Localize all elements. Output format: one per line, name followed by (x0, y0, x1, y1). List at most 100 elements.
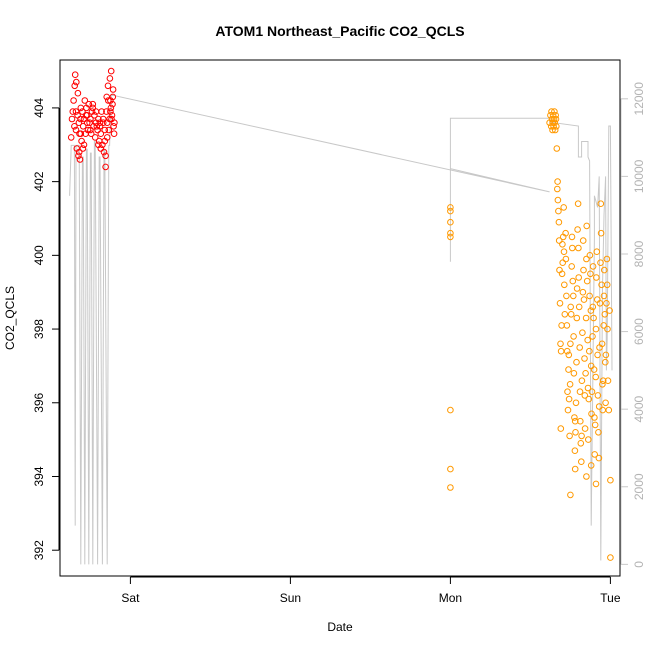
data-point-series-2 (599, 377, 607, 385)
data-point-series-2 (595, 429, 602, 436)
data-point-series-2 (552, 115, 560, 123)
data-point-series-1 (107, 108, 114, 115)
data-point-series-1 (85, 100, 93, 108)
data-point-series-2 (603, 300, 610, 307)
data-point-series-2 (597, 259, 604, 267)
data-point-series-2 (580, 296, 588, 303)
data-point-series-2 (586, 292, 593, 300)
data-point-series-2 (575, 244, 582, 252)
data-point-series-2 (596, 300, 604, 307)
data-point-series-2 (580, 266, 587, 274)
data-point-series-2 (599, 381, 606, 388)
data-point-series-2 (585, 395, 593, 403)
y-axis-right: 0 2000 4000 6000 8000 10000 12000 (620, 82, 646, 568)
y-tick-label: 400 (32, 245, 46, 265)
data-point-series-2 (594, 351, 601, 359)
data-point-series-2 (587, 307, 595, 314)
data-point-series-2 (554, 185, 561, 193)
data-point-series-1 (80, 141, 88, 149)
data-point-series-2 (602, 399, 609, 407)
data-point-series-2 (587, 462, 595, 469)
data-point-series-1 (91, 112, 98, 119)
data-point-series-1 (99, 119, 107, 126)
data-point-series-1 (84, 126, 92, 134)
data-point-series-1 (79, 123, 87, 130)
data-point-series-2 (589, 263, 597, 270)
data-point-series-2 (559, 241, 566, 248)
data-point-series-1 (99, 115, 107, 123)
data-point-series-2 (604, 377, 612, 385)
y2-tick-label: 4000 (632, 396, 646, 423)
data-point-series-1 (107, 104, 115, 112)
data-point-series-2 (564, 406, 572, 414)
data-point-series-2 (575, 303, 583, 311)
data-point-series-1 (81, 97, 89, 104)
data-point-series-2 (567, 303, 575, 311)
data-point-series-1 (77, 130, 85, 137)
data-point-series-2 (588, 410, 595, 418)
data-point-series-2 (578, 458, 585, 466)
data-point-series-2 (589, 303, 597, 311)
data-point-series-1 (68, 115, 76, 123)
data-point-series-2 (576, 344, 584, 351)
data-point-series-2 (567, 340, 574, 348)
data-point-series-1 (92, 108, 100, 115)
data-point-series-2 (550, 123, 557, 130)
data-point-series-2 (579, 237, 587, 244)
data-point-series-1 (79, 145, 87, 152)
data-point-series-2 (583, 473, 590, 480)
data-point-series-1 (69, 108, 77, 115)
data-point-series-2 (605, 406, 613, 414)
data-point-series-1 (71, 82, 78, 90)
data-point-series-2 (575, 274, 583, 281)
data-point-series-2 (557, 425, 565, 432)
data-point-series-2 (563, 292, 570, 300)
data-point-series-1 (86, 119, 93, 126)
data-point-series-2 (565, 351, 573, 359)
data-point-series-2 (607, 554, 614, 561)
y-tick-label: 396 (32, 392, 46, 412)
data-point-series-2 (571, 417, 579, 425)
y-tick-label: 398 (32, 319, 46, 339)
data-point-series-2 (576, 388, 584, 396)
data-point-series-2 (591, 414, 598, 421)
data-point-series-2 (598, 340, 606, 348)
data-point-series-2 (447, 465, 454, 473)
x-tick-label: Tue (600, 591, 621, 605)
data-point-series-1 (108, 112, 116, 119)
data-point-series-2 (595, 403, 603, 410)
altitude-line (69, 94, 613, 565)
data-point-series-1 (97, 130, 105, 137)
data-point-series-1 (101, 126, 109, 134)
data-point-series-2 (564, 388, 571, 396)
data-point-series-2 (578, 377, 586, 385)
data-point-series-2 (579, 288, 587, 296)
data-point-series-1 (67, 134, 75, 141)
data-point-series-1 (83, 119, 91, 126)
data-point-series-2 (603, 281, 611, 289)
data-point-series-2 (567, 491, 574, 499)
data-point-series-2 (553, 145, 561, 152)
data-point-series-1 (75, 152, 82, 160)
data-point-series-2 (566, 432, 573, 440)
data-point-series-2 (561, 311, 569, 318)
y-axis-left: 392 394 396 398 400 402 404 (32, 98, 60, 560)
data-point-series-2 (553, 123, 560, 130)
data-point-series-1 (91, 134, 99, 141)
data-point-series-2 (594, 392, 602, 399)
data-point-series-1 (97, 145, 105, 152)
data-point-series-2 (571, 414, 578, 421)
y2-tick-label: 2000 (632, 473, 646, 500)
data-point-series-2 (551, 126, 559, 134)
data-point-series-1 (74, 89, 82, 97)
y-tick-label: 392 (32, 540, 46, 560)
data-point-series-2 (566, 381, 574, 388)
data-point-series-2 (554, 196, 562, 204)
data-point-series-2 (600, 322, 608, 329)
data-point-series-2 (565, 395, 573, 403)
data-point-series-2 (574, 200, 582, 207)
data-point-series-2 (581, 392, 589, 399)
data-point-series-1 (106, 75, 114, 82)
data-point-series-2 (606, 307, 613, 314)
data-point-series-2 (582, 370, 589, 377)
